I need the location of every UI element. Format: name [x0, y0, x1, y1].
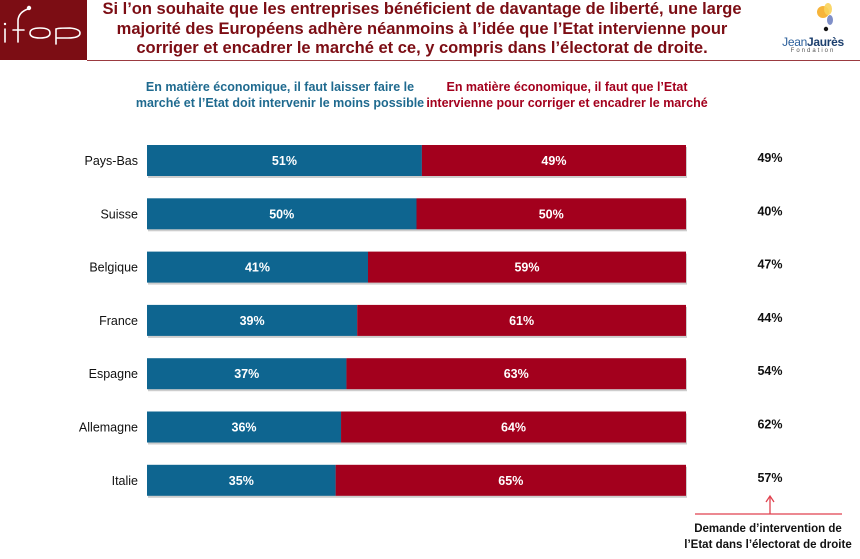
jean-jaures-logo: JeanJaurès Fondation: [766, 0, 860, 58]
category-label: Suisse: [100, 207, 138, 221]
data-label-left: 36%: [232, 421, 257, 435]
header-divider: [87, 60, 860, 61]
bar-segment-right: [367, 251, 686, 283]
category-label: France: [99, 314, 138, 328]
jaures-text: Jaurès: [806, 35, 844, 49]
jean-jaures-name: JeanJaurès: [766, 35, 860, 49]
bar-segment-left: [147, 411, 342, 443]
data-label-right: 63%: [504, 367, 529, 381]
data-label-left: 35%: [229, 474, 254, 488]
bar-segment-left: [147, 145, 422, 176]
data-label-left: 50%: [269, 207, 294, 221]
category-label: Belgique: [89, 261, 138, 275]
bar-segment-right: [341, 411, 686, 443]
bar-segment-left: [147, 464, 336, 496]
bar-segment-right: [357, 304, 686, 336]
bar-segment-left: [147, 358, 347, 390]
data-label-left: 41%: [245, 261, 270, 275]
category-label: Pays-Bas: [85, 154, 139, 168]
bar-segment-left: [147, 251, 368, 283]
legend-left-series: En matière économique, il faut laisser f…: [135, 80, 425, 110]
data-label-left: 39%: [240, 314, 265, 328]
legend-right-series: En matière économique, il faut que l’Eta…: [426, 80, 708, 110]
right-column-value: 44%: [757, 311, 782, 325]
note-arrow-head-icon: [765, 494, 775, 503]
data-label-left: 51%: [272, 154, 297, 168]
data-label-right: 59%: [514, 261, 539, 275]
right-column-value: 49%: [757, 151, 782, 165]
ifop-logo-mark: [3, 5, 81, 45]
jean-text: Jean: [782, 35, 807, 49]
right-column-note: Demande d’intervention de l’Etat dans l’…: [684, 523, 852, 551]
jean-jaures-logo-mark: [817, 3, 833, 32]
bar-segment-right: [346, 358, 686, 390]
right-column-value: 47%: [757, 258, 782, 272]
data-label-right: 49%: [541, 154, 566, 168]
category-label: Italie: [112, 474, 138, 488]
right-column-value: 62%: [757, 418, 782, 432]
right-column-value: 40%: [757, 204, 782, 218]
data-label-right: 65%: [498, 474, 523, 488]
right-column-value: 57%: [757, 471, 782, 485]
data-label-left: 37%: [234, 367, 259, 381]
data-label-right: 61%: [509, 314, 534, 328]
bar-segment-left: [147, 198, 417, 230]
chart-title: Si l’on souhaite que les entreprises bén…: [102, 0, 742, 57]
bar-segment-right: [335, 464, 686, 496]
bar-segment-right: [421, 145, 686, 176]
category-label: Allemagne: [79, 421, 138, 435]
fondation-text: Fondation: [790, 48, 836, 54]
bar-segment-right: [416, 198, 686, 230]
data-label-right: 64%: [501, 421, 526, 435]
ifop-logo: ifop: [0, 0, 87, 60]
data-label-right: 50%: [539, 207, 564, 221]
right-column-value: 54%: [757, 364, 782, 378]
bar-segment-left: [147, 304, 358, 336]
category-label: Espagne: [89, 367, 138, 381]
